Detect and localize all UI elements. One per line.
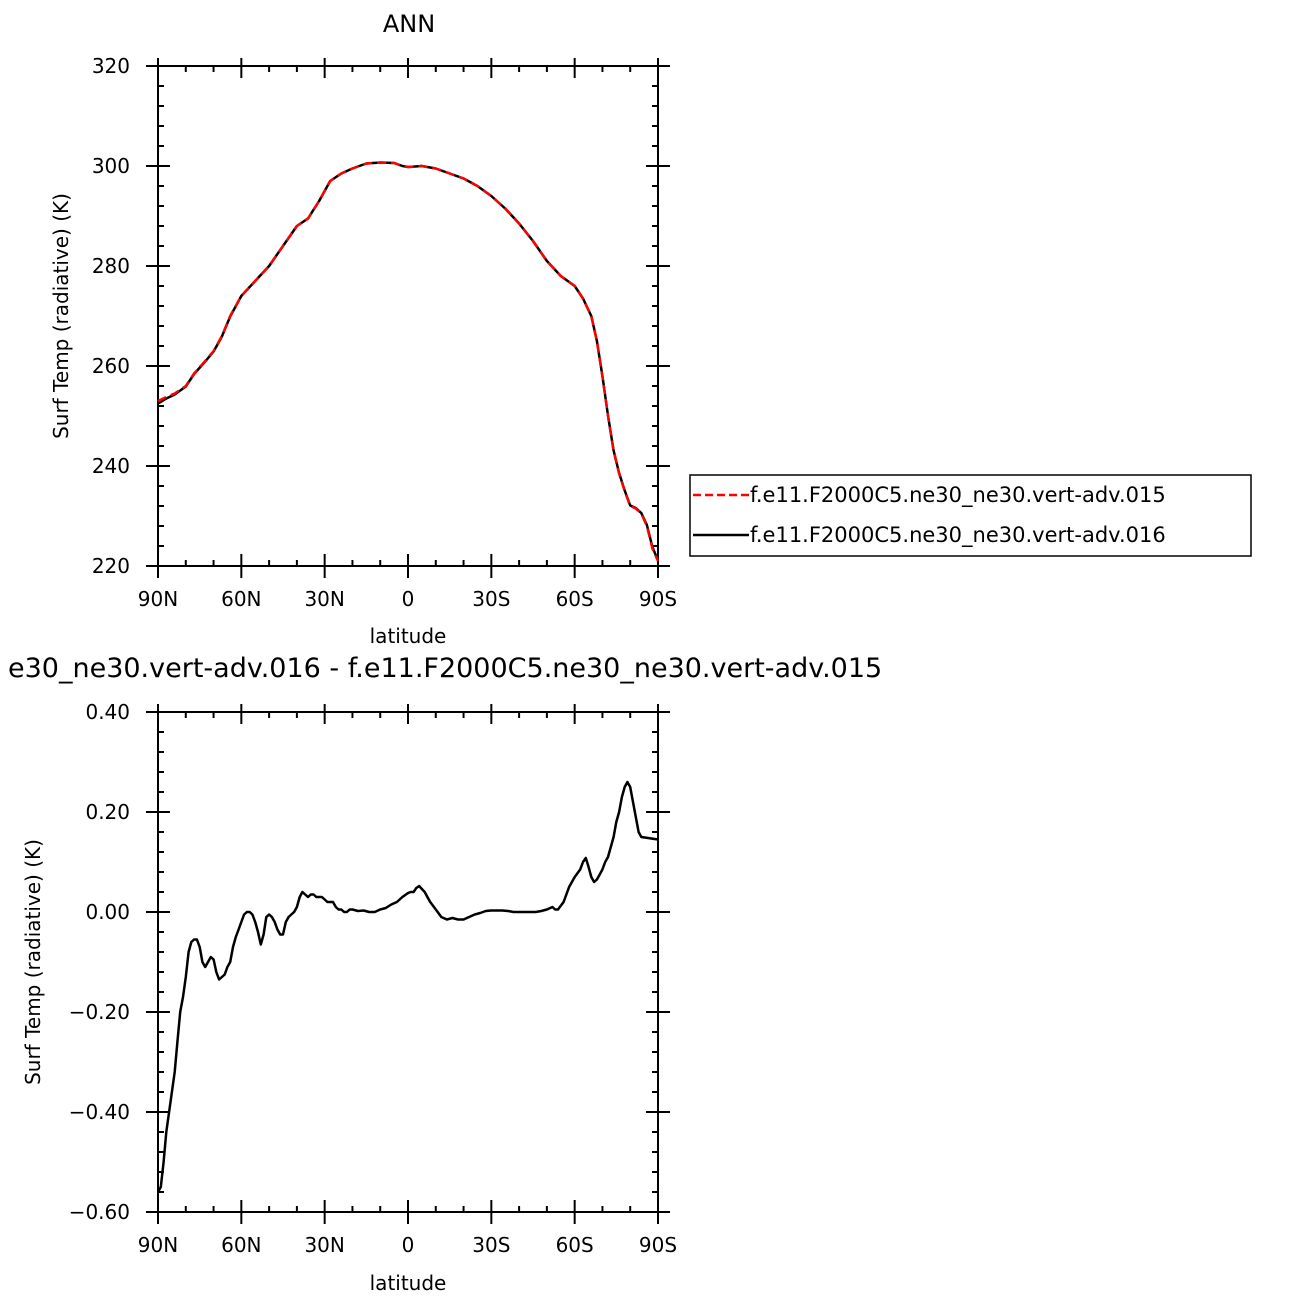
bottom-x-tick-label: 60S [556,1233,594,1257]
top-x-tick-label: 90S [639,587,677,611]
legend-label-015: f.e11.F2000C5.ne30_ne30.vert-adv.015 [750,483,1166,508]
top-x-tick-label: 30N [304,587,344,611]
top-y-axis-label: Surf Temp (radiative) (K) [49,193,73,439]
top-series-lines [157,161,660,562]
bottom-y-axis-label: Surf Temp (radiative) (K) [21,839,45,1085]
top-y-tick-label: 240 [92,454,130,478]
bottom-tick-labels: 90N 60N 30N 0 30S 60S 90S −0.60 −0.40 −0.20 0.00 0.… [69,700,677,1257]
bottom-y-tick-label: 0.00 [85,900,130,924]
legend-box [689,474,1252,557]
top-series-line-1 [157,161,660,562]
bottom-series-lines [156,780,659,1193]
bottom-series-line-1 [156,780,659,1193]
top-y-tick-label: 320 [92,54,130,78]
top-y-tick-label: 300 [92,154,130,178]
top-ticks [146,58,670,578]
top-x-tick-label: 0 [402,587,415,611]
top-y-tick-label: 280 [92,254,130,278]
bottom-x-axis-label: latitude [370,1271,447,1295]
top-panel: ANN 90N 60N 30N 0 30S 60S 90S 220 240 260 280 300 32… [49,10,677,648]
top-y-tick-label: 260 [92,354,130,378]
top-x-tick-label: 90N [138,587,178,611]
top-x-tick-label: 60S [556,587,594,611]
top-chart-title: ANN [383,10,435,38]
bottom-x-tick-label: 0 [402,1233,415,1257]
bottom-panel: e30_ne30.vert-adv.016 - f.e11.F2000C5.ne… [8,653,882,1295]
bottom-x-tick-label: 60N [221,1233,261,1257]
bottom-x-tick-label: 90S [639,1233,677,1257]
top-y-tick-label: 220 [92,554,130,578]
bottom-ticks [146,704,670,1224]
legend: f.e11.F2000C5.ne30_ne30.vert-adv.015 f.e… [689,474,1252,557]
bottom-y-tick-label: −0.60 [69,1200,130,1224]
bottom-x-tick-label: 90N [138,1233,178,1257]
bottom-y-tick-label: −0.20 [69,1000,130,1024]
bottom-x-tick-label: 30N [304,1233,344,1257]
bottom-x-tick-label: 30S [472,1233,510,1257]
top-x-axis-label: latitude [370,624,447,648]
top-x-tick-label: 60N [221,587,261,611]
bottom-plot-frame [157,711,659,1213]
top-tick-labels: 90N 60N 30N 0 30S 60S 90S 220 240 260 280 300 320 [92,54,677,611]
top-series-line-2 [157,161,660,561]
bottom-chart-title: e30_ne30.vert-adv.016 - f.e11.F2000C5.ne… [8,653,882,684]
top-x-tick-label: 30S [472,587,510,611]
bottom-y-tick-label: 0.40 [85,700,130,724]
top-plot-frame [157,65,659,567]
bottom-y-tick-label: −0.40 [69,1100,130,1124]
bottom-y-tick-label: 0.20 [85,800,130,824]
legend-label-016: f.e11.F2000C5.ne30_ne30.vert-adv.016 [750,523,1166,548]
